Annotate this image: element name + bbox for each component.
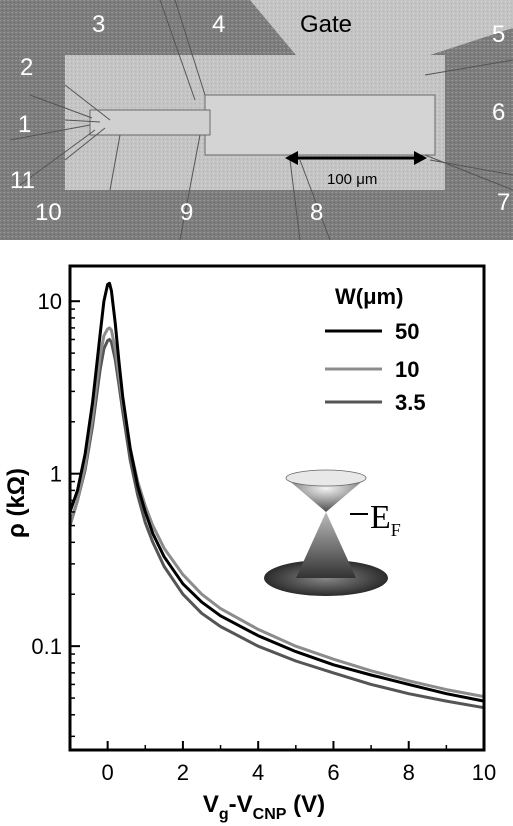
x-axis-ticks: 0 2 4 6 8 10 bbox=[69, 741, 496, 785]
contact-label-7: 7 bbox=[497, 189, 510, 216]
series-line-10 bbox=[68, 326, 485, 699]
dirac-cone-inset: EF bbox=[264, 469, 401, 596]
y-axis-label: ρ (kΩ) bbox=[3, 468, 30, 538]
left-channel bbox=[89, 109, 211, 136]
legend: W(μm) 50 10 3.5 bbox=[325, 284, 426, 415]
legend-label-10: 10 bbox=[395, 357, 419, 382]
scale-bar-arrow-left bbox=[285, 151, 298, 165]
contact-label-1: 1 bbox=[18, 111, 31, 138]
lead-wires bbox=[9, 0, 513, 240]
legend-label-50: 50 bbox=[395, 319, 419, 344]
contact-label-6: 6 bbox=[492, 99, 505, 126]
series-line-50 bbox=[68, 281, 485, 703]
plot-frame bbox=[68, 264, 486, 752]
gate-label: Gate bbox=[300, 11, 352, 38]
device-micrograph: Gate 100 μm 1 2 3 4 5 6 7 8 9 10 11 bbox=[0, 0, 513, 240]
fermi-level-label: EF bbox=[370, 499, 401, 540]
contact-label-5: 5 bbox=[492, 21, 505, 48]
x-tick-label: 0 bbox=[102, 760, 114, 785]
lower-cone bbox=[296, 512, 356, 578]
y-tick-label: 1 bbox=[50, 462, 62, 487]
contact-label-11: 11 bbox=[10, 167, 35, 194]
x-axis-label: Vg-VCNP (V) bbox=[203, 791, 325, 823]
y-axis-ticks: 0.1 1 10 bbox=[31, 289, 80, 738]
contact-label-8: 8 bbox=[310, 199, 323, 226]
y-tick-label: 10 bbox=[38, 289, 62, 314]
x-tick-label: 4 bbox=[252, 760, 264, 785]
upper-cone bbox=[286, 478, 366, 512]
contact-label-10: 10 bbox=[35, 199, 62, 226]
series-line-3-5 bbox=[68, 338, 485, 710]
x-tick-label: 10 bbox=[472, 760, 496, 785]
y-tick-label: 0.1 bbox=[31, 634, 62, 659]
contact-label-4: 4 bbox=[212, 11, 225, 38]
x-tick-label: 8 bbox=[403, 760, 415, 785]
legend-title: W(μm) bbox=[335, 284, 403, 309]
contact-label-9: 9 bbox=[180, 199, 193, 226]
scale-bar-arrow-right bbox=[414, 151, 427, 165]
contact-labels: 1 2 3 4 5 6 7 8 9 10 11 bbox=[10, 11, 510, 226]
gate-electrode bbox=[250, 0, 513, 60]
x-tick-label: 6 bbox=[327, 760, 339, 785]
x-tick-label: 2 bbox=[177, 760, 189, 785]
contact-label-2: 2 bbox=[20, 54, 33, 81]
contact-label-3: 3 bbox=[92, 11, 105, 38]
upper-cone-rim bbox=[285, 469, 367, 487]
legend-label-3-5: 3.5 bbox=[395, 390, 426, 415]
graphene-channel bbox=[204, 94, 436, 156]
scale-bar-label: 100 μm bbox=[327, 171, 377, 188]
data-series bbox=[68, 281, 485, 710]
